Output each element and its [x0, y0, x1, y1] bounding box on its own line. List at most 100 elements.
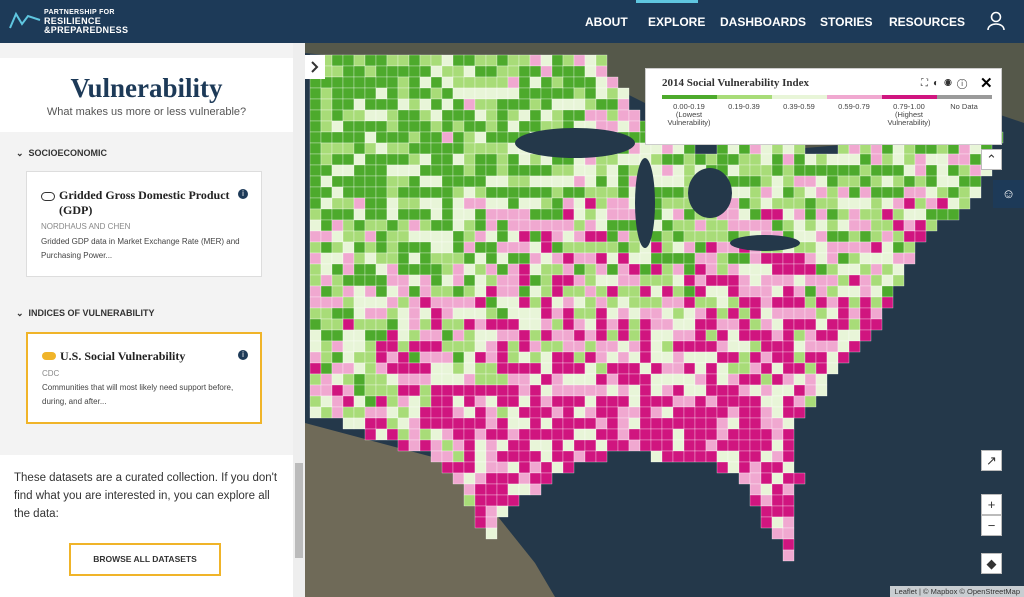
- dataset-card[interactable]: U.S. Social Vulnerability i CDC Communit…: [26, 332, 262, 424]
- map-cell: [815, 318, 828, 331]
- map-cell: [518, 362, 531, 375]
- map-cell: [331, 362, 344, 375]
- map-cell: [749, 296, 762, 309]
- map-cell: [562, 307, 575, 320]
- map-cell: [947, 175, 960, 188]
- map-cell: [463, 109, 476, 122]
- map-cell: [507, 197, 520, 210]
- map-cell: [518, 98, 531, 111]
- nav-link[interactable]: RESOURCES: [889, 15, 966, 29]
- map-cell: [562, 219, 575, 232]
- map-cell: [661, 263, 674, 276]
- map-cell: [419, 285, 432, 298]
- map-cell: [485, 483, 498, 496]
- map-cell: [760, 516, 773, 529]
- map-cell: [430, 153, 443, 166]
- map-cell: [507, 318, 520, 331]
- map-cell: [364, 175, 377, 188]
- map-cell: [760, 208, 773, 221]
- map-cell: [474, 428, 487, 441]
- map-cell: [573, 186, 586, 199]
- map-cell: [727, 153, 740, 166]
- zoom-in[interactable]: +: [981, 494, 1002, 515]
- map-cell: [540, 439, 553, 452]
- toggle[interactable]: [42, 352, 56, 360]
- user-icon[interactable]: [986, 11, 1006, 31]
- map-cell: [661, 208, 674, 221]
- info-icon[interactable]: i: [238, 189, 248, 199]
- attribution: Leaflet | © Mapbox © OpenStreetMap: [890, 586, 1024, 597]
- scroll-thumb[interactable]: [295, 463, 303, 558]
- map-cell: [386, 197, 399, 210]
- logo[interactable]: PARTNERSHIP FOR RESILIENCE &PREPAREDNESS: [44, 9, 128, 35]
- map-cell: [463, 483, 476, 496]
- lake: [515, 128, 635, 158]
- legend-note: (Lowest Vulnerability): [667, 110, 711, 127]
- map-cell: [606, 197, 619, 210]
- map-cell: [650, 406, 663, 419]
- nav-link[interactable]: STORIES: [820, 15, 873, 29]
- map-cell: [452, 252, 465, 265]
- map-cell: [551, 219, 564, 232]
- map-cell: [430, 307, 443, 320]
- map-cell: [573, 109, 586, 122]
- map-cell: [650, 252, 663, 265]
- map-cell: [342, 164, 355, 177]
- map-cell: [309, 87, 322, 100]
- map-cell: [826, 219, 839, 232]
- share-button[interactable]: ↗: [981, 450, 1002, 471]
- toggle[interactable]: [41, 192, 55, 201]
- map-cell: [617, 164, 630, 177]
- map-cell: [804, 197, 817, 210]
- map-cell: [540, 208, 553, 221]
- map-cell: [771, 263, 784, 276]
- map-cell: [507, 241, 520, 254]
- map-cell: [507, 285, 520, 298]
- map-cell: [771, 153, 784, 166]
- map-cell: [496, 175, 509, 188]
- map-cell: [771, 219, 784, 232]
- map-cell: [672, 230, 685, 243]
- map-cell: [529, 120, 542, 133]
- map-cell: [914, 208, 927, 221]
- map-cell: [661, 230, 674, 243]
- section-heading[interactable]: ⌄ INDICES OF VULNERABILITY: [16, 308, 155, 318]
- map-cell: [364, 395, 377, 408]
- section-heading[interactable]: ⌄ SOCIOECONOMIC: [16, 148, 108, 158]
- map-cell: [661, 351, 674, 364]
- legend-tools[interactable]: ⛶◐◉ⓘ: [921, 78, 973, 89]
- map-cell: [584, 219, 597, 232]
- map-cell: [727, 351, 740, 364]
- map-cell: [760, 483, 773, 496]
- info-icon[interactable]: i: [238, 350, 248, 360]
- map-cell: [485, 164, 498, 177]
- map-cell: [496, 461, 509, 474]
- map-cell: [716, 417, 729, 430]
- map-cell: [760, 296, 773, 309]
- map-cell: [771, 483, 784, 496]
- map-cell: [793, 274, 806, 287]
- close-button[interactable]: ✕: [980, 75, 993, 92]
- map-cell: [430, 329, 443, 342]
- collapse-button[interactable]: [305, 55, 325, 79]
- map-cell: [518, 120, 531, 133]
- map-cell: [716, 340, 729, 353]
- map-cell: [914, 197, 927, 210]
- map-cell: [639, 274, 652, 287]
- browse-button[interactable]: BROWSE ALL DATASETS: [69, 543, 221, 576]
- map-cell: [353, 241, 366, 254]
- nav-link[interactable]: EXPLORE: [648, 15, 706, 29]
- collapse-legend[interactable]: ⌃: [981, 149, 1002, 170]
- map-cell: [562, 208, 575, 221]
- zoom-out[interactable]: −: [981, 515, 1002, 536]
- map-cell: [793, 318, 806, 331]
- nav-link[interactable]: DASHBOARDS: [720, 15, 807, 29]
- layers-button[interactable]: ◆: [981, 553, 1002, 574]
- map-cell: [485, 131, 498, 144]
- dataset-card[interactable]: Gridded Gross Domestic Product (GDP) i N…: [26, 171, 262, 277]
- map-cell: [518, 274, 531, 287]
- map-cell: [518, 164, 531, 177]
- map-cell: [419, 340, 432, 353]
- nav-link[interactable]: ABOUT: [585, 15, 628, 29]
- feedback-button[interactable]: ☺: [993, 180, 1024, 208]
